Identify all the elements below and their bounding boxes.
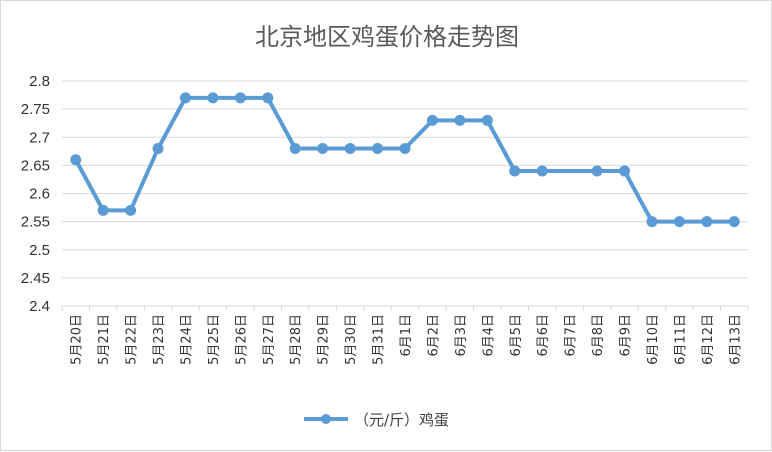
x-tick-label: 6月5日 [509, 314, 524, 357]
x-tick-label: 6月10日 [646, 314, 661, 365]
y-tick-label: 2.55 [21, 214, 50, 231]
y-tick-label: 2.7 [29, 129, 50, 146]
y-tick-label: 2.75 [21, 101, 50, 118]
x-tick-label: 5月20日 [70, 314, 85, 365]
x-tick-label: 6月11日 [673, 314, 688, 365]
data-point [70, 154, 82, 166]
data-point [317, 143, 329, 154]
data-point [372, 143, 384, 154]
data-point [97, 204, 109, 216]
legend: （元/斤）鸡蛋 [304, 411, 449, 429]
x-tick-label: 5月26日 [234, 314, 249, 365]
x-tick-label: 6月9日 [619, 314, 634, 357]
y-tick-label: 2.8 [29, 73, 50, 90]
x-tick-label: 6月2日 [426, 314, 441, 357]
data-point [234, 92, 246, 104]
x-tick-label: 6月6日 [536, 314, 551, 357]
x-tick-label: 6月4日 [481, 314, 496, 357]
x-tick-label: 6月1日 [399, 314, 414, 357]
y-tick-label: 2.45 [21, 270, 50, 287]
data-point [591, 165, 603, 177]
data-point [152, 143, 164, 154]
x-tick-label: 5月24日 [179, 314, 194, 365]
data-point [399, 143, 411, 154]
series-line [73, 95, 737, 224]
x-tick-label: 6月8日 [591, 314, 606, 357]
x-axis-ticks: 5月20日 5月21日 5月22日 5月23日 5月24日 5月25日 5月26日 5月27日… [70, 314, 744, 365]
data-point [289, 143, 301, 154]
data-point [619, 165, 631, 177]
data-point [125, 204, 137, 216]
x-tick-label: 5月29日 [317, 314, 332, 365]
y-tick-label: 2.6 [29, 186, 50, 203]
legend-label: （元/斤）鸡蛋 [354, 411, 449, 429]
x-tick-label: 5月25日 [207, 314, 222, 365]
x-tick-label: 5月27日 [262, 314, 277, 365]
data-point [454, 114, 466, 126]
data-point [701, 216, 713, 228]
grid-lines [61, 80, 749, 311]
data-point [536, 165, 548, 177]
x-tick-label: 5月22日 [125, 314, 140, 365]
y-tick-label: 2.4 [29, 298, 50, 315]
x-tick-label: 5月28日 [289, 314, 304, 365]
data-point [481, 114, 493, 126]
x-tick-label: 5月23日 [152, 314, 167, 365]
x-tick-label: 6月13日 [728, 314, 743, 365]
x-tick-label: 6月3日 [454, 314, 469, 357]
y-axis-ticks: 2.4 2.45 2.5 2.55 2.6 2.65 2.7 2.75 2.8 [21, 73, 50, 315]
data-point [426, 114, 438, 126]
chart-title: 北京地区鸡蛋价格走势图 [255, 23, 519, 51]
series-layer [70, 92, 740, 228]
data-point [179, 92, 191, 104]
data-point [262, 92, 274, 104]
data-point [509, 165, 521, 177]
y-tick-label: 2.65 [21, 157, 50, 174]
legend-marker [321, 414, 331, 424]
data-point [646, 216, 658, 228]
x-tick-label: 5月31日 [372, 314, 387, 365]
x-tick-label: 5月30日 [344, 314, 359, 365]
data-point [673, 216, 685, 228]
x-tick-label: 5月21日 [97, 314, 112, 365]
data-point [728, 216, 740, 228]
y-tick-label: 2.5 [29, 242, 50, 259]
data-point [344, 143, 356, 154]
data-point [207, 92, 219, 104]
x-tick-label: 6月12日 [701, 314, 716, 365]
x-tick-label: 6月7日 [564, 314, 579, 357]
